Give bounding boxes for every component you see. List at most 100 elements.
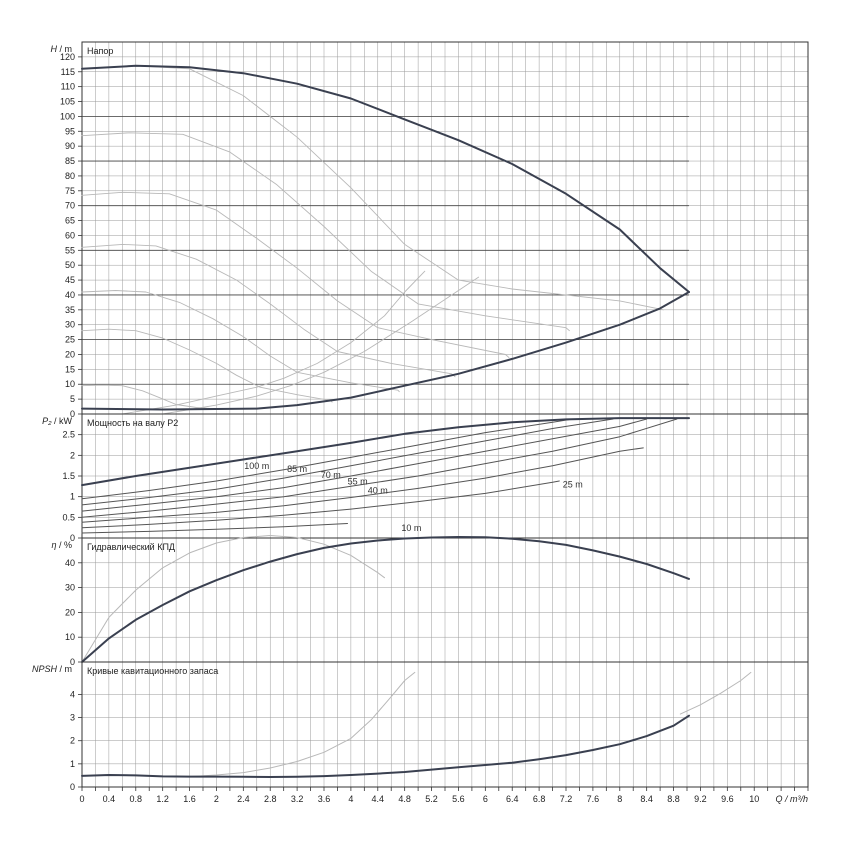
max-power-curve bbox=[81, 417, 690, 487]
x-tick-label: 3.6 bbox=[318, 794, 331, 804]
x-tick-label: 8.4 bbox=[640, 794, 653, 804]
y-tick-label: 1.5 bbox=[62, 471, 75, 481]
x-tick-label: 1.2 bbox=[156, 794, 169, 804]
max-head-curve bbox=[81, 64, 690, 293]
y-axis-symbol: H bbox=[51, 44, 60, 54]
y-axis-unit: / m bbox=[60, 44, 73, 54]
y-tick-label: 0 bbox=[70, 533, 75, 543]
y-tick-label: 35 bbox=[65, 305, 75, 315]
power-curve-10m bbox=[81, 523, 348, 534]
x-tick-label: 9.6 bbox=[721, 794, 734, 804]
y-tick-label: 10 bbox=[65, 379, 75, 389]
y-tick-label: 0 bbox=[70, 657, 75, 667]
min-head-curve bbox=[81, 291, 690, 411]
iso-speed-curve bbox=[81, 243, 456, 378]
panel-title: Мощность на валу P2 bbox=[87, 418, 178, 428]
power-curve-85m bbox=[81, 418, 614, 506]
iso-speed-curve bbox=[81, 384, 217, 410]
curves: 100 m 85 m 70 m 55 m40 m 25 m 10 m bbox=[81, 417, 690, 534]
y-tick-label: 30 bbox=[65, 583, 75, 593]
y-tick-label: 100 bbox=[60, 111, 75, 121]
y-axis-unit: / m bbox=[60, 664, 73, 674]
y-axis-symbol: η bbox=[51, 540, 59, 550]
y-tick-label: 45 bbox=[65, 275, 75, 285]
curves bbox=[81, 64, 690, 415]
iso-speed-curve bbox=[81, 65, 664, 311]
x-tick-label: 7.6 bbox=[587, 794, 600, 804]
y-tick-label: 60 bbox=[65, 230, 75, 240]
x-tick-label: 5.6 bbox=[452, 794, 465, 804]
y-tick-label: 75 bbox=[65, 186, 75, 196]
y-tick-label: 80 bbox=[65, 171, 75, 181]
y-tick-label: 2 bbox=[70, 450, 75, 460]
y-tick-label: 40 bbox=[65, 558, 75, 568]
power-curve-40m bbox=[81, 447, 644, 523]
y-axis-label: H / m bbox=[51, 44, 73, 54]
iso-speed-curve bbox=[81, 328, 333, 403]
panel-efficiency: 0 10 20 30 40 η / % Гидравлический КПД bbox=[51, 535, 809, 667]
x-tick-label: 10 bbox=[749, 794, 759, 804]
y-tick-label: 2.5 bbox=[62, 430, 75, 440]
iso-efficiency-curve bbox=[121, 270, 426, 415]
y-tick-label: 85 bbox=[65, 156, 75, 166]
y-axis-symbol: P₂ bbox=[42, 416, 54, 426]
y-tick-label: 0 bbox=[70, 782, 75, 792]
power-curve-70m bbox=[81, 418, 648, 512]
y-tick-label: 105 bbox=[60, 97, 75, 107]
efficiency-curve-min-speed bbox=[81, 535, 385, 663]
y-axis-label: η / % bbox=[51, 540, 72, 550]
y-tick-label: 0 bbox=[70, 409, 75, 419]
power-curve-label: 55 m bbox=[348, 476, 368, 486]
power-curve-label: 40 m bbox=[368, 485, 388, 495]
y-tick-label: 90 bbox=[65, 141, 75, 151]
y-tick-label: 30 bbox=[65, 320, 75, 330]
x-axis: 0 0.4 0.8 1.2 1.6 2 2.4 2.8 3.2 3.6 4 4.4 4.8 5.2 5.6 6… bbox=[79, 787, 809, 804]
iso-speed-curve bbox=[81, 191, 510, 358]
x-tick-label: 0 bbox=[79, 794, 84, 804]
x-tick-label: 9.2 bbox=[694, 794, 707, 804]
y-tick-label: 70 bbox=[65, 201, 75, 211]
x-tick-label: 4 bbox=[348, 794, 353, 804]
y-tick-label: 40 bbox=[65, 290, 75, 300]
x-tick-label: 8.8 bbox=[667, 794, 680, 804]
x-tick-label: 6 bbox=[483, 794, 488, 804]
panel-title: Кривые кавитационного запаса bbox=[87, 666, 218, 676]
y-axis-unit: / kW bbox=[54, 416, 73, 426]
panel-title: Гидравлический КПД bbox=[87, 542, 175, 552]
npsh-curve-tertiary bbox=[679, 671, 752, 715]
efficiency-curve-max-speed bbox=[81, 536, 690, 663]
x-tick-label: 2.8 bbox=[264, 794, 277, 804]
power-curve-100m bbox=[81, 418, 574, 500]
power-curve-label: 70 m bbox=[321, 470, 341, 480]
x-tick-label: 2 bbox=[214, 794, 219, 804]
y-axis-unit: / % bbox=[59, 540, 72, 550]
x-tick-label: 8 bbox=[617, 794, 622, 804]
panel-power: 00.511.522.5P₂ / kW Мощность на валу P210… bbox=[42, 413, 809, 543]
y-tick-label: 20 bbox=[65, 607, 75, 617]
y-tick-label: 10 bbox=[65, 632, 75, 642]
x-tick-label: 0.8 bbox=[130, 794, 143, 804]
power-curve-55m bbox=[81, 418, 678, 518]
x-tick-label: 5.2 bbox=[425, 794, 438, 804]
y-tick-label: 65 bbox=[65, 216, 75, 226]
y-tick-label: 3 bbox=[70, 713, 75, 723]
iso-efficiency-curve bbox=[162, 276, 480, 415]
x-tick-label: 1.6 bbox=[183, 794, 196, 804]
x-tick-label: 0.4 bbox=[103, 794, 116, 804]
y-tick-label: 95 bbox=[65, 126, 75, 136]
x-axis-label: Q / m³/h bbox=[775, 794, 808, 804]
panel-title: Напор bbox=[87, 46, 113, 56]
y-tick-label: 1 bbox=[70, 492, 75, 502]
y-tick-label: 20 bbox=[65, 349, 75, 359]
x-tick-label: 3.2 bbox=[291, 794, 304, 804]
y-tick-label: 115 bbox=[61, 67, 75, 77]
y-tick-label: 2 bbox=[70, 736, 75, 746]
y-tick-label: 120 bbox=[60, 52, 75, 62]
curves bbox=[81, 671, 752, 778]
y-tick-label: 15 bbox=[65, 364, 75, 374]
power-curve-label: 100 m bbox=[244, 461, 269, 471]
x-tick-label: 6.8 bbox=[533, 794, 546, 804]
npsh-curve-main bbox=[81, 714, 690, 778]
y-axis-symbol: NPSH bbox=[32, 664, 60, 674]
